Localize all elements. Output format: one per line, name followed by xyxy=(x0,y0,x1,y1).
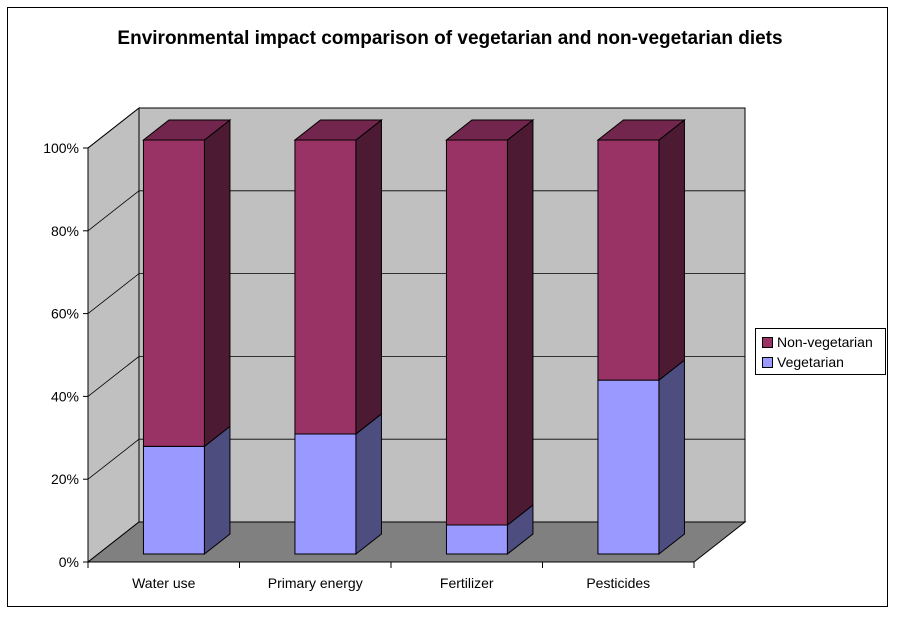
y-tick-label: 0% xyxy=(59,554,79,570)
x-tick-label: Fertilizer xyxy=(440,575,494,591)
bar-non-vegetarian-water-use xyxy=(142,139,205,447)
y-tick-label: 60% xyxy=(51,306,79,322)
chart-frame xyxy=(7,7,888,607)
bar-side-vegetarian-primary-energy xyxy=(355,412,382,556)
y-tick-label: 100% xyxy=(43,140,79,156)
side-wall xyxy=(87,106,140,564)
bar-vegetarian-water-use xyxy=(142,445,205,555)
bar-side-non-vegetarian-water-use xyxy=(203,118,231,448)
legend: Non-vegetarian Vegetarian xyxy=(755,328,886,375)
gridline xyxy=(87,107,745,149)
gridline xyxy=(87,438,745,480)
bar-top-non-vegetarian-water-use xyxy=(142,119,232,141)
bar-vegetarian-pesticides xyxy=(597,379,660,555)
bar-side-vegetarian-water-use xyxy=(203,425,231,556)
bar-non-vegetarian-primary-energy xyxy=(294,139,357,435)
y-tick-label: 20% xyxy=(51,471,79,487)
gridline xyxy=(87,273,745,314)
gridline xyxy=(87,355,745,397)
x-tick-label: Pesticides xyxy=(586,575,650,591)
bar-side-non-vegetarian-pesticides xyxy=(658,118,685,382)
bar-top-non-vegetarian-primary-energy xyxy=(293,119,383,141)
bar-top-non-vegetarian-fertilizer xyxy=(445,119,535,141)
legend-label-vegetarian: Vegetarian xyxy=(777,354,844,370)
bar-non-vegetarian-fertilizer xyxy=(445,139,508,526)
legend-swatch-non-vegetarian xyxy=(762,336,773,348)
bar-side-non-vegetarian-primary-energy xyxy=(355,118,382,435)
x-tick-label: Water use xyxy=(132,575,195,591)
bar-vegetarian-primary-energy xyxy=(294,433,357,555)
bar-non-vegetarian-pesticides xyxy=(597,139,660,381)
legend-item-non-vegetarian: Non-vegetarian xyxy=(762,333,873,351)
bar-side-vegetarian-pesticides xyxy=(658,359,685,556)
bar-vegetarian-fertilizer xyxy=(445,524,508,555)
legend-swatch-vegetarian xyxy=(762,356,773,368)
legend-label-non-vegetarian: Non-vegetarian xyxy=(777,334,873,350)
legend-item-vegetarian: Vegetarian xyxy=(762,353,844,371)
bar-side-non-vegetarian-fertilizer xyxy=(506,118,534,527)
y-tick-label: 80% xyxy=(51,223,79,239)
gridline xyxy=(87,190,745,232)
chart-title: Environmental impact comparison of veget… xyxy=(117,28,783,49)
bar-top-non-vegetarian-pesticides xyxy=(596,119,686,141)
y-tick-label: 40% xyxy=(51,388,79,404)
x-tick-label: Primary energy xyxy=(268,575,363,591)
